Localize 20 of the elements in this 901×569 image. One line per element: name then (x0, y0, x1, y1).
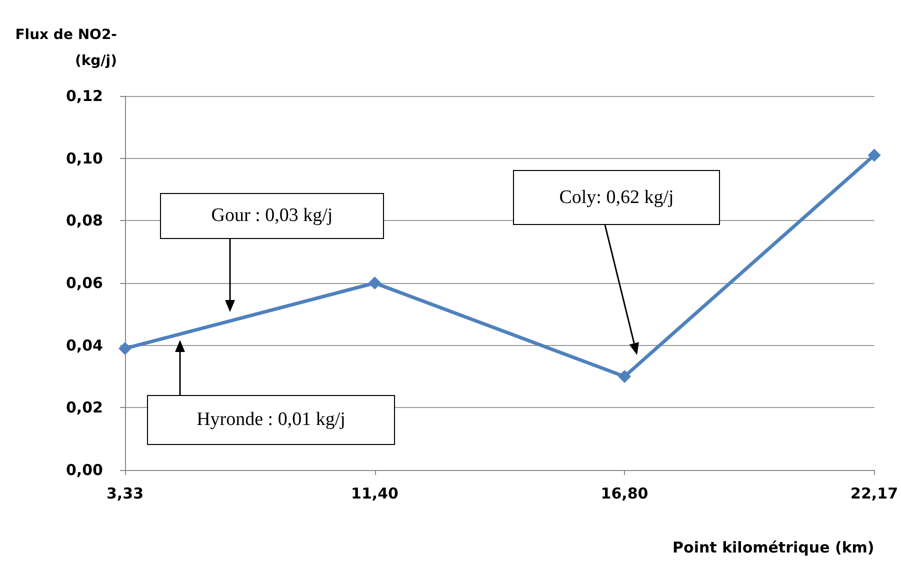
x-tick-label: 3,33 (106, 484, 144, 502)
y-tick-label: 0,02 (66, 398, 103, 417)
callout-box: Hyronde : 0,01 kg/j (147, 395, 395, 445)
point (368, 276, 382, 290)
x-tick-label: 11,40 (351, 484, 398, 502)
y-tick-label: 0,10 (66, 149, 103, 168)
point (868, 148, 881, 162)
y-tick-label: 0,08 (66, 212, 103, 230)
point (618, 370, 632, 383)
x-tick-label: 22,17 (850, 484, 898, 502)
x-tick-label: 16,80 (600, 484, 648, 502)
y-tick-label: 0,00 (66, 461, 103, 479)
x-axis-title: Point kilométrique (km) (672, 538, 874, 556)
callout-box: Coly: 0,62 kg/j (513, 170, 720, 225)
y-tick-label: 0,06 (66, 274, 103, 292)
y-tick-label: 0,04 (66, 336, 103, 354)
y-axis-title: Flux de NO2- (kg/j) (15, 27, 118, 69)
callout-box: Gour : 0,03 kg/j (160, 193, 384, 239)
point (118, 342, 132, 355)
y-tick-label: 0,12 (66, 87, 103, 105)
